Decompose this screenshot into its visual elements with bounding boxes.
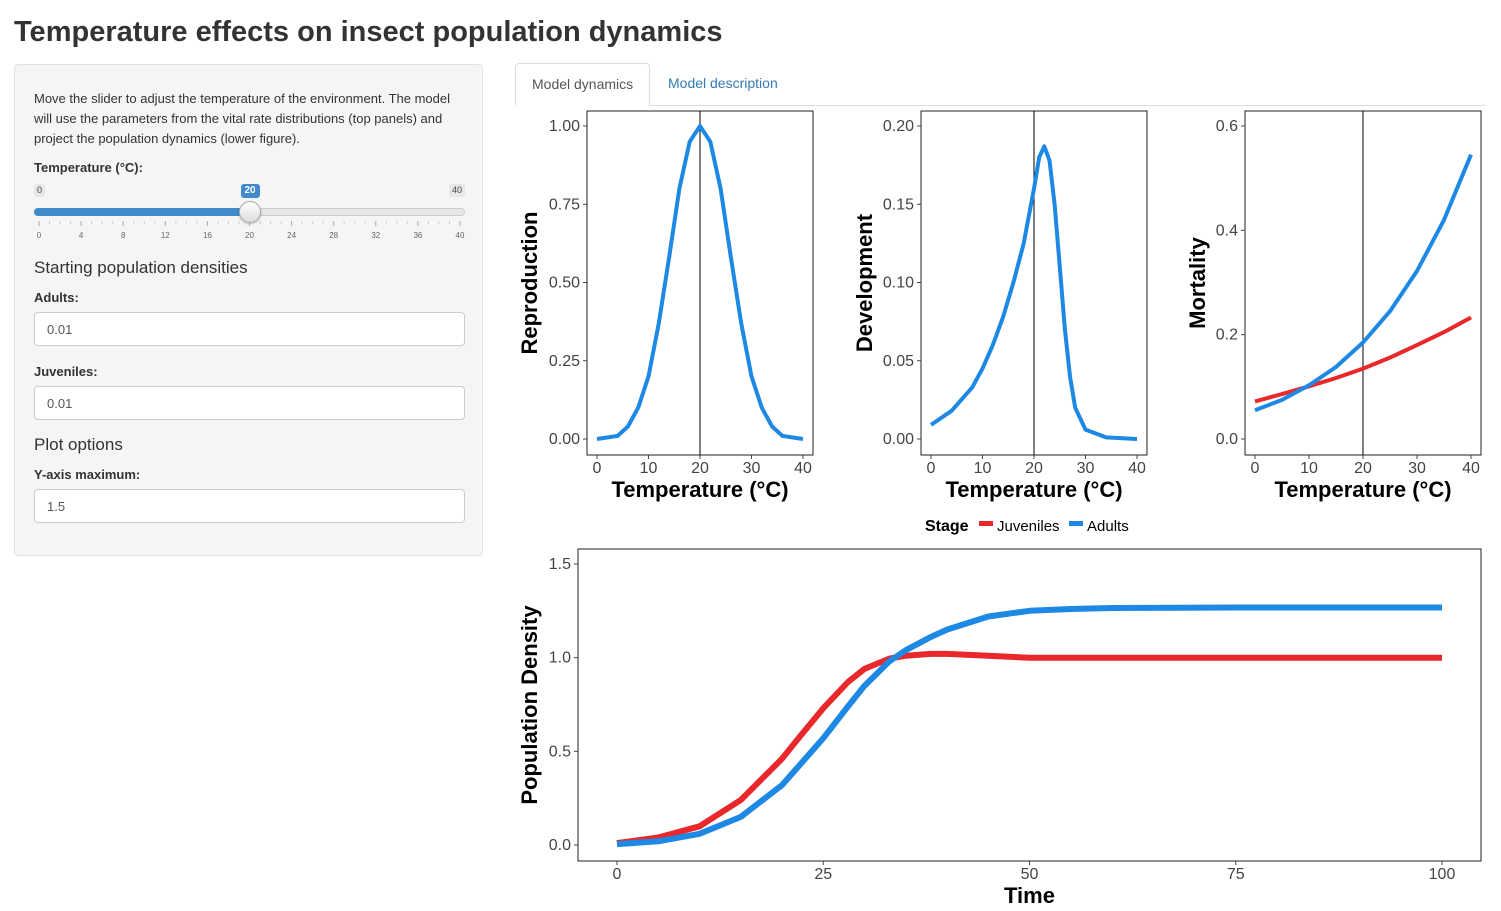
plot-panel: [577, 548, 1482, 862]
x-tick-label: 30: [1077, 460, 1095, 477]
x-tick-label: 20: [1354, 460, 1372, 477]
x-tick-label: 0: [613, 866, 622, 883]
x-tick-label: 100: [1429, 866, 1456, 883]
tab-bar: Model dynamics Model description: [515, 63, 1485, 106]
slider-tick-label: 8: [121, 231, 126, 240]
y-tick-label: 0.4: [1216, 222, 1238, 239]
y-tick-label: 0.5: [549, 743, 571, 760]
y-tick-label: 0.10: [883, 275, 914, 292]
y-tick-label: 0.0: [1216, 431, 1238, 448]
series-line-adults: [1254, 153, 1473, 413]
x-tick-label: 40: [1462, 460, 1480, 477]
y-tick-label: 1.00: [549, 118, 580, 135]
x-tick-label: 10: [640, 460, 658, 477]
plot-options-heading: Plot options: [34, 435, 123, 454]
slider-handle[interactable]: [238, 201, 261, 223]
densities-heading: Starting population densities: [34, 258, 248, 277]
series-line-adults: [929, 144, 1138, 441]
x-tick-label: 10: [974, 460, 992, 477]
temperature-slider[interactable]: 0 20 40 0 4 8 12 16 20 24 28 32 36 40: [34, 183, 465, 243]
y-tick-label: 0.05: [883, 353, 914, 370]
y-tick-label: 0.50: [549, 275, 580, 292]
series-line-juveniles: [616, 650, 1442, 847]
slider-value-label: 20: [240, 184, 260, 198]
y-tick-label: 0.00: [549, 431, 580, 448]
y-axis-label: Mortality: [1185, 236, 1210, 328]
x-tick-label: 40: [1128, 460, 1146, 477]
x-tick-label: 30: [1408, 460, 1426, 477]
population-density-chart: 0.0 0.5 1.0 1.5 0 25 50 75 100 Time Population Den…: [517, 548, 1482, 908]
x-tick-label: 75: [1227, 866, 1245, 883]
legend: Stage Juveniles Adults: [925, 518, 1129, 535]
y-axis-label: Population Density: [517, 605, 542, 805]
x-tick-label: 30: [743, 460, 761, 477]
y-tick-label: 0.0: [549, 837, 571, 854]
series-line-adults: [596, 124, 804, 441]
x-tick-label: 20: [691, 460, 709, 477]
y-tick-label: 0.00: [883, 431, 914, 448]
slider-tick-label: 40: [456, 231, 465, 240]
legend-label-adults: Adults: [1087, 518, 1129, 535]
series-line-juveniles: [1254, 315, 1472, 404]
y-tick-label: 0.2: [1216, 327, 1238, 344]
x-axis-label: Temperature (°C): [611, 477, 788, 502]
juveniles-input[interactable]: [34, 386, 465, 420]
x-tick-label: 10: [1300, 460, 1318, 477]
mortality-chart: 0.0 0.2 0.4 0.6 0 10 20 30 40 Temperature (°C) Mor…: [1185, 110, 1482, 502]
slider-tick-label: 16: [203, 231, 212, 240]
slider-tick-label: 4: [79, 231, 84, 240]
x-axis-label: Temperature (°C): [945, 477, 1122, 502]
y-tick-label: 0.6: [1216, 118, 1238, 135]
slider-tick-label: 36: [413, 231, 422, 240]
y-axis-label: Development: [852, 213, 877, 352]
slider-min-label: 0: [34, 184, 46, 197]
x-tick-label: 0: [1251, 460, 1260, 477]
y-tick-label: 1.0: [549, 650, 571, 667]
x-tick-label: 50: [1021, 866, 1039, 883]
tab-model-dynamics[interactable]: Model dynamics: [515, 63, 651, 106]
slider-tick-label: 28: [329, 231, 338, 240]
plot-panel: [586, 110, 814, 456]
slider-max-label: 40: [448, 184, 465, 197]
plot-panel: [1244, 110, 1482, 456]
slider-fill: [34, 208, 250, 216]
slider-tick-label: 0: [37, 231, 42, 240]
sidebar-panel: Move the slider to adjust the temperatur…: [14, 64, 483, 556]
reproduction-chart: 0.00 0.25 0.50 0.75 1.00 0 10 20 30 40 Temperature…: [517, 110, 814, 502]
y-tick-label: 0.25: [549, 353, 580, 370]
slider-tick-label: 12: [161, 231, 170, 240]
legend-title: Stage: [925, 518, 969, 535]
x-axis-label: Time: [1004, 883, 1055, 908]
series-line-adults: [616, 604, 1442, 848]
x-tick-label: 25: [814, 866, 832, 883]
x-tick-label: 40: [794, 460, 812, 477]
intro-text: Move the slider to adjust the temperatur…: [34, 91, 450, 146]
y-tick-label: 1.5: [549, 556, 571, 573]
adults-input[interactable]: [34, 312, 465, 346]
adults-label: Adults:: [34, 290, 79, 305]
tab-model-description[interactable]: Model description: [668, 75, 778, 91]
page-title: Temperature effects on insect population…: [14, 16, 723, 48]
x-tick-label: 0: [927, 460, 936, 477]
slider-tick-label: 20: [245, 231, 254, 240]
y-tick-label: 0.75: [549, 196, 580, 213]
ymax-label: Y-axis maximum:: [34, 467, 141, 482]
ymax-input[interactable]: [34, 489, 465, 523]
legend-label-juveniles: Juveniles: [997, 518, 1060, 535]
y-tick-label: 0.20: [883, 118, 914, 135]
plot-panel: [920, 110, 1148, 456]
x-axis-label: Temperature (°C): [1274, 477, 1451, 502]
juveniles-label: Juveniles:: [34, 364, 98, 379]
x-tick-label: 20: [1025, 460, 1043, 477]
y-tick-label: 0.15: [883, 196, 914, 213]
slider-tick-label: 32: [371, 231, 380, 240]
legend-key-adults: [1069, 521, 1083, 526]
development-chart: 0.00 0.05 0.10 0.15 0.20 0 10 20 30 40 Temperature…: [852, 110, 1148, 502]
x-tick-label: 0: [593, 460, 602, 477]
legend-key-juveniles: [979, 521, 993, 526]
temperature-label: Temperature (°C):: [34, 160, 143, 175]
y-axis-label: Reproduction: [517, 212, 542, 355]
slider-tick-label: 24: [287, 231, 296, 240]
